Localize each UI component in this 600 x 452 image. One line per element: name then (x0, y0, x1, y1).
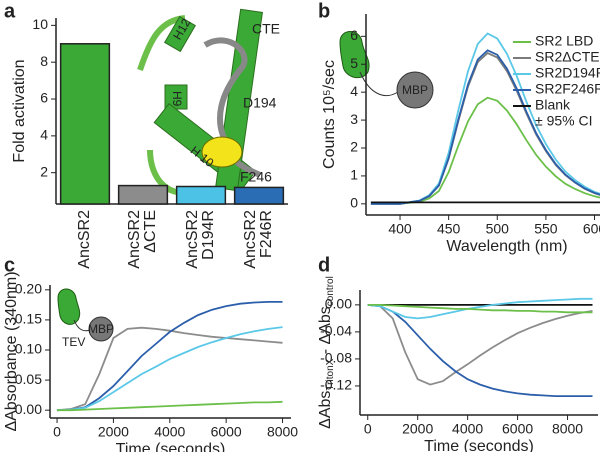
legend-label: SR2D194R (535, 65, 600, 81)
y-axis-label: ΔAbsorbance (340nm) (3, 271, 20, 431)
x-tick-label: 8000 (267, 424, 298, 440)
inset-label: TEV (62, 335, 85, 349)
series-line (370, 49, 600, 205)
x-tick-label: 8000 (552, 421, 583, 437)
inset-illustration (57, 288, 114, 342)
legend-label: SR2ΔCTE (535, 49, 600, 65)
y-tick-label: 10 (32, 16, 48, 32)
y-tick-label: 5 (350, 55, 358, 71)
x-tick-label: 500 (486, 221, 510, 237)
x-tick-label: 4000 (452, 421, 483, 437)
legend-label: SR2F246R (535, 81, 600, 97)
x-tick-label: AncSR2 (76, 210, 93, 269)
inset-illustration (339, 31, 434, 109)
series-line (367, 304, 593, 314)
x-tick-label: 0 (53, 424, 61, 440)
x-axis-label: Time (seconds) (424, 438, 534, 452)
x-tick-label: AncSR2 (242, 210, 259, 269)
annotation: F246 (240, 169, 272, 185)
x-axis-label: Wavelength (nm) (446, 238, 567, 255)
x-tick-label: ΔCTE (142, 210, 159, 253)
panel-label: b (318, 0, 330, 22)
y-tick-label: 6 (40, 90, 48, 106)
series-line (367, 304, 593, 397)
x-tick-label: 450 (437, 221, 461, 237)
x-tick-label: AncSR2 (184, 210, 201, 269)
y-tick-label: 0.10 (15, 341, 42, 357)
y-tick-label: 4 (40, 127, 48, 143)
x-tick-label: 2000 (98, 424, 129, 440)
y-tick-label: 6 (350, 27, 358, 43)
y-tick-label: -0.04 (320, 323, 352, 339)
y-axis-label-part: TritonX (325, 358, 336, 390)
inset-label: MBP (88, 322, 114, 336)
y-tick-label: 2 (350, 139, 358, 155)
series-line (56, 326, 283, 412)
x-tick-label: 6000 (502, 421, 533, 437)
y-tick-label: 0 (350, 195, 358, 211)
y-tick-label: 0.00 (325, 296, 352, 312)
x-tick-label: F246R (258, 210, 275, 258)
panel-label: d (318, 254, 330, 276)
y-axis-label-part: ΔAbs (317, 391, 334, 429)
y-tick-label: 0.20 (15, 281, 42, 297)
x-tick-label: 2000 (402, 421, 433, 437)
y-tick-label: 1 (350, 167, 358, 183)
y-tick-label: 0.15 (15, 311, 42, 327)
y-tick-label: 2 (40, 163, 48, 179)
bar (117, 184, 169, 205)
x-tick-label: 4000 (154, 424, 185, 440)
y-axis-label: Fold activation (11, 59, 28, 162)
x-tick-label: 6000 (211, 424, 242, 440)
legend-label: SR2 LBD (535, 33, 593, 49)
series-line (367, 304, 593, 386)
y-tick-label: 0.00 (15, 401, 42, 417)
x-axis-label: Time (seconds) (116, 441, 226, 452)
bar (59, 43, 111, 205)
y-tick-label: 4 (350, 83, 358, 99)
x-tick-label: 400 (388, 221, 412, 237)
series-line (367, 297, 593, 320)
bar (233, 186, 285, 205)
series-line (57, 400, 283, 412)
legend-label: Blank (535, 97, 571, 113)
bar (175, 185, 227, 205)
annotation: D194 (243, 95, 277, 111)
structure-illustration (137, 8, 263, 196)
y-tick-label: 3 (350, 111, 358, 127)
x-tick-label: D194R (200, 210, 217, 260)
x-tick-label: 550 (534, 221, 558, 237)
y-axis-label: ΔAbsTritonX - ΔAbscontrol (317, 276, 335, 429)
panel-label: c (4, 254, 15, 276)
y-tick-label: 0.05 (15, 371, 42, 387)
x-tick-label: 600 (583, 221, 600, 237)
inset-label: MBP (402, 83, 428, 97)
annotation: H9 (170, 91, 184, 107)
y-axis-label: Counts 10⁵/sec (321, 60, 338, 169)
series-line (56, 326, 283, 412)
y-tick-label: -0.08 (320, 350, 352, 366)
x-tick-label: AncSR2 (126, 210, 143, 269)
panel-label: a (4, 0, 16, 22)
legend-note: ± 95% CI (535, 113, 592, 129)
x-tick-label: 0 (364, 421, 372, 437)
y-tick-label: -0.12 (320, 377, 352, 393)
series-line (56, 301, 283, 412)
y-axis-label-part: - ΔAbs (317, 306, 334, 358)
y-tick-label: 8 (40, 53, 48, 69)
y-axis-label-part: control (325, 276, 336, 306)
annotation: CTE (252, 21, 280, 37)
